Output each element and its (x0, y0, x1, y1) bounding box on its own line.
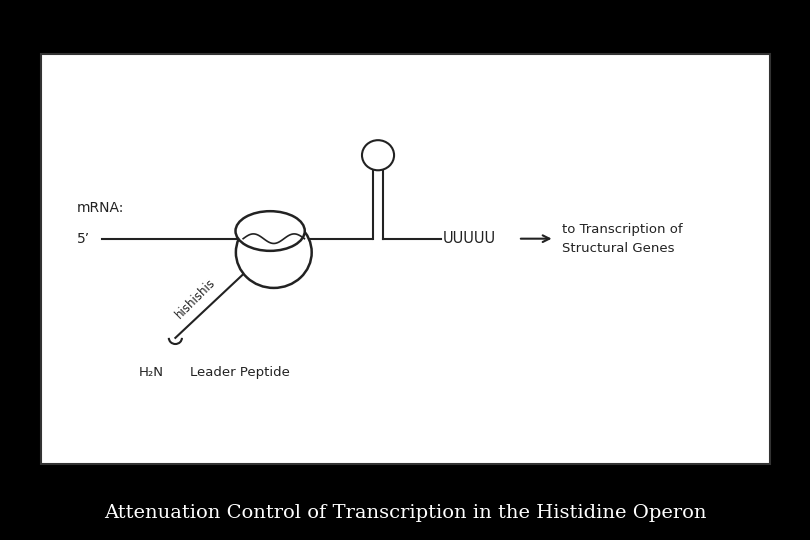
Text: mRNA:: mRNA: (77, 201, 124, 215)
Text: Leader Peptide: Leader Peptide (190, 366, 290, 379)
Circle shape (236, 217, 312, 288)
Text: Attenuation Control of Transcription in the Histidine Operon: Attenuation Control of Transcription in … (104, 504, 706, 522)
Text: 5’: 5’ (77, 232, 90, 246)
Ellipse shape (236, 211, 305, 251)
Text: UUUUU: UUUUU (443, 231, 496, 246)
Text: hishishis: hishishis (173, 275, 219, 321)
Text: to Transcription of
Structural Genes: to Transcription of Structural Genes (562, 222, 682, 255)
Text: H₂N: H₂N (139, 366, 164, 379)
Circle shape (362, 140, 394, 170)
